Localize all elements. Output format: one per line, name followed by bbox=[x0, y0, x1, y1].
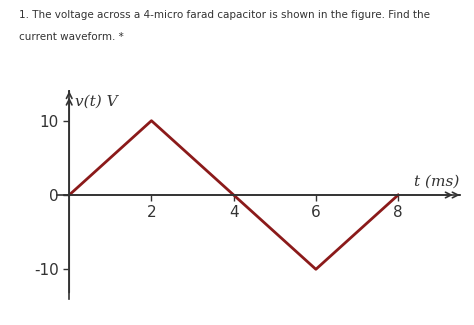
Text: 1. The voltage across a 4-micro farad capacitor is shown in the figure. Find the: 1. The voltage across a 4-micro farad ca… bbox=[19, 10, 430, 20]
Text: current waveform. *: current waveform. * bbox=[19, 32, 124, 43]
Text: v(t) V: v(t) V bbox=[75, 95, 118, 109]
Text: t (ms): t (ms) bbox=[414, 175, 460, 189]
